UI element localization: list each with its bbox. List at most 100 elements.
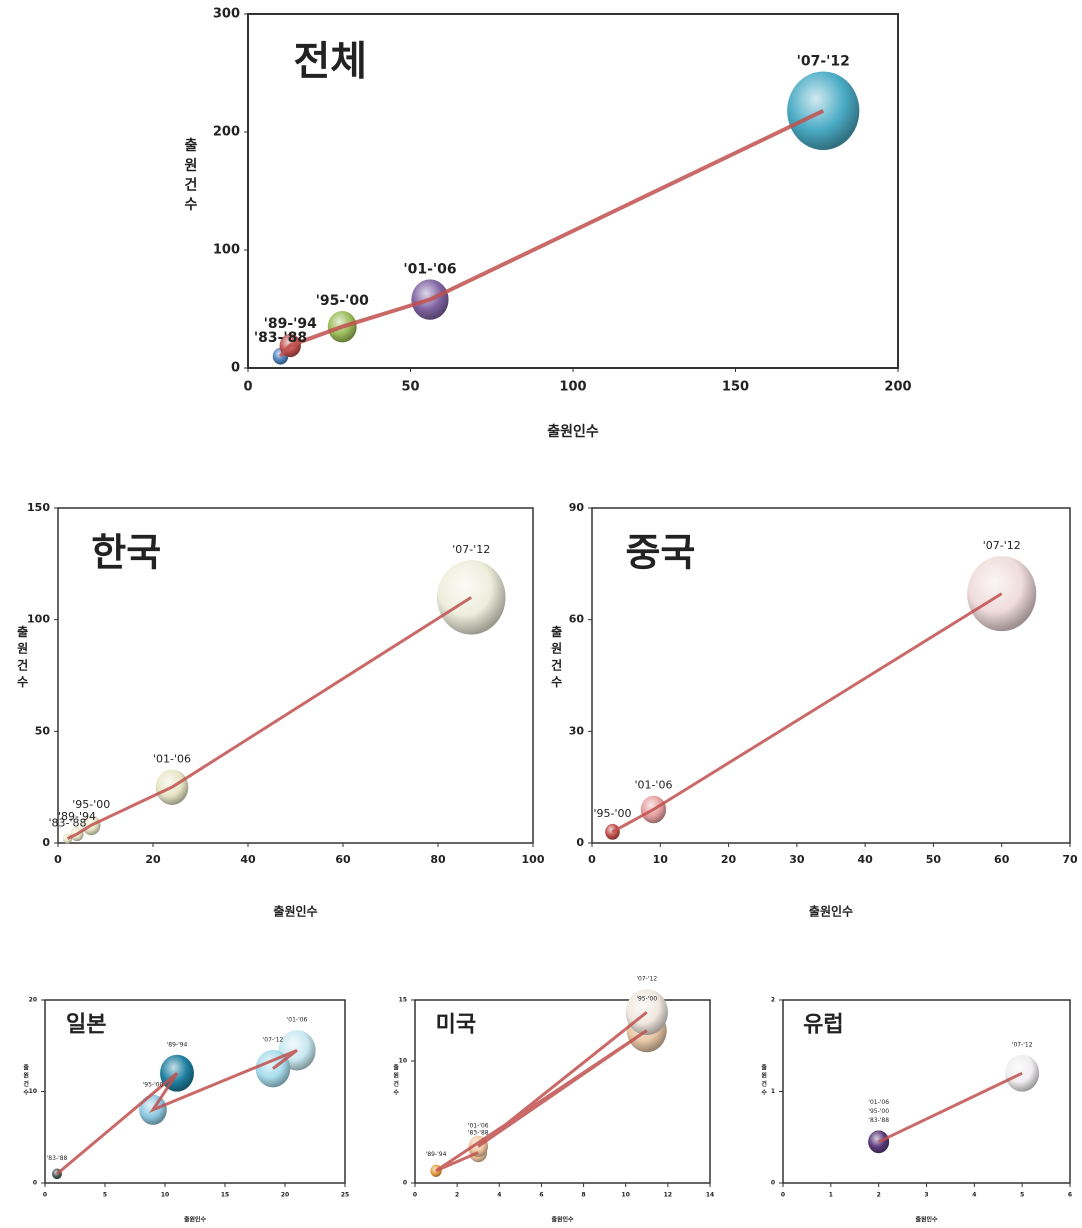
y-tick-label: 100 (27, 613, 50, 626)
x-tick-label: 10 (161, 1192, 169, 1199)
x-tick-label: 2 (455, 1192, 459, 1199)
x-tick-label: 50 (401, 380, 419, 395)
chart-title: 전체 (294, 39, 368, 85)
y-tick-label: 2 (771, 997, 775, 1004)
x-tick-label: 10 (622, 1192, 630, 1199)
x-axis-label: 출원인수 (273, 904, 317, 919)
point-label: '95-'00 (72, 798, 110, 811)
chart-title: 미국 (436, 1013, 476, 1038)
point-label: '01-'06 (468, 1122, 489, 1129)
x-tick-label: 40 (857, 853, 873, 866)
y-tick-label: 0 (231, 361, 240, 376)
x-tick-label: 4 (497, 1192, 501, 1199)
y-tick-label: 10 (29, 1088, 37, 1095)
bubble (868, 1131, 889, 1154)
y-tick-label: 0 (42, 836, 50, 849)
x-tick-label: 8 (581, 1192, 585, 1199)
point-label: '83-'88 (254, 330, 307, 346)
y-tick-label: 50 (35, 724, 51, 737)
point-label: '83-'88 (468, 1129, 489, 1136)
y-axis-label: 출원건수 (549, 624, 563, 693)
point-label: '07-'12 (797, 54, 850, 70)
x-tick-label: 60 (994, 853, 1010, 866)
x-tick-label: 60 (335, 853, 351, 866)
x-tick-label: 0 (243, 380, 252, 395)
x-tick-label: 6 (539, 1192, 543, 1199)
y-tick-label: 90 (569, 501, 585, 514)
x-axis-label: 출원인수 (915, 1216, 938, 1224)
y-tick-label: 1 (771, 1088, 775, 1095)
y-tick-label: 0 (33, 1180, 37, 1187)
x-tick-label: 1 (829, 1192, 833, 1199)
point-label: '83-'88 (868, 1117, 889, 1124)
x-tick-label: 3 (924, 1192, 928, 1199)
y-tick-label: 15 (399, 997, 407, 1004)
point-label: '95-'00 (143, 1081, 164, 1088)
chart-title: 일본 (66, 1013, 106, 1038)
chart-title: 중국 (625, 530, 695, 574)
x-tick-label: 80 (430, 853, 446, 866)
y-tick-label: 60 (569, 613, 585, 626)
y-tick-label: 0 (576, 836, 584, 849)
x-tick-label: 20 (145, 853, 161, 866)
x-tick-label: 5 (103, 1192, 107, 1199)
x-tick-label: 5 (1020, 1192, 1024, 1199)
y-tick-label: 10 (399, 1058, 407, 1065)
y-axis-label: 출원건수 (182, 137, 198, 216)
point-label: '01-'06 (287, 1017, 308, 1024)
x-tick-label: 0 (413, 1192, 417, 1199)
point-label: '95-'00 (868, 1108, 889, 1115)
point-label: '95-'00 (593, 807, 631, 820)
point-label: '07-'12 (983, 539, 1021, 552)
bubble (787, 72, 859, 150)
x-tick-label: 10 (653, 853, 669, 866)
y-axis-label: 출원건수 (760, 1063, 767, 1097)
x-tick-label: 0 (43, 1192, 47, 1199)
y-tick-label: 200 (213, 125, 240, 140)
x-tick-label: 14 (706, 1192, 714, 1199)
x-tick-label: 0 (588, 853, 596, 866)
x-tick-label: 0 (54, 853, 62, 866)
y-tick-label: 20 (29, 997, 37, 1004)
point-label: '89-'94 (58, 810, 96, 823)
y-axis-label: 출원건수 (392, 1063, 399, 1097)
x-tick-label: 40 (240, 853, 256, 866)
chart: 051015202501020출원인수출원건수일본'83-'88'89-'94'… (22, 997, 349, 1224)
point-label: '07-'12 (1012, 1041, 1033, 1048)
x-tick-label: 4 (972, 1192, 976, 1199)
chart-title: 유럽 (803, 1013, 843, 1038)
x-tick-label: 20 (721, 853, 737, 866)
y-tick-label: 30 (569, 724, 585, 737)
point-label: '01-'06 (403, 261, 456, 277)
point-label: '95-'00 (316, 293, 370, 309)
chart-title: 한국 (91, 530, 161, 574)
x-axis-label: 출원인수 (809, 904, 853, 919)
x-tick-label: 100 (522, 853, 545, 866)
x-tick-label: 50 (926, 853, 942, 866)
x-tick-label: 0 (781, 1192, 785, 1199)
x-tick-label: 6 (1068, 1192, 1072, 1199)
x-tick-label: 12 (664, 1192, 672, 1199)
y-tick-label: 0 (771, 1180, 775, 1187)
point-label: '95-'00 (636, 995, 657, 1002)
x-tick-label: 15 (221, 1192, 229, 1199)
x-tick-label: 70 (1062, 853, 1078, 866)
y-axis-label: 출원건수 (15, 624, 29, 693)
point-label: '07-'12 (452, 543, 490, 556)
x-axis-label: 출원인수 (551, 1216, 574, 1224)
point-label: '83-'88 (47, 1155, 68, 1162)
x-tick-label: 150 (722, 380, 749, 395)
point-label: '01-'06 (634, 779, 672, 792)
y-tick-label: 100 (213, 243, 240, 258)
page: 0501001502000100200300출원인수출원건수전체'83-'88'… (0, 0, 1082, 1228)
y-tick-label: 150 (27, 501, 50, 514)
x-tick-label: 30 (789, 853, 805, 866)
chart: 0 10 20 30 40 50 60 70 0 30 60 90 출원인수 출원건수 중국 '95-'00 '… (549, 501, 1078, 919)
point-label: '89-'94 (167, 1041, 188, 1048)
y-tick-label: 0 (403, 1180, 407, 1187)
x-axis-label: 출원인수 (184, 1216, 207, 1224)
x-tick-label: 20 (281, 1192, 289, 1199)
